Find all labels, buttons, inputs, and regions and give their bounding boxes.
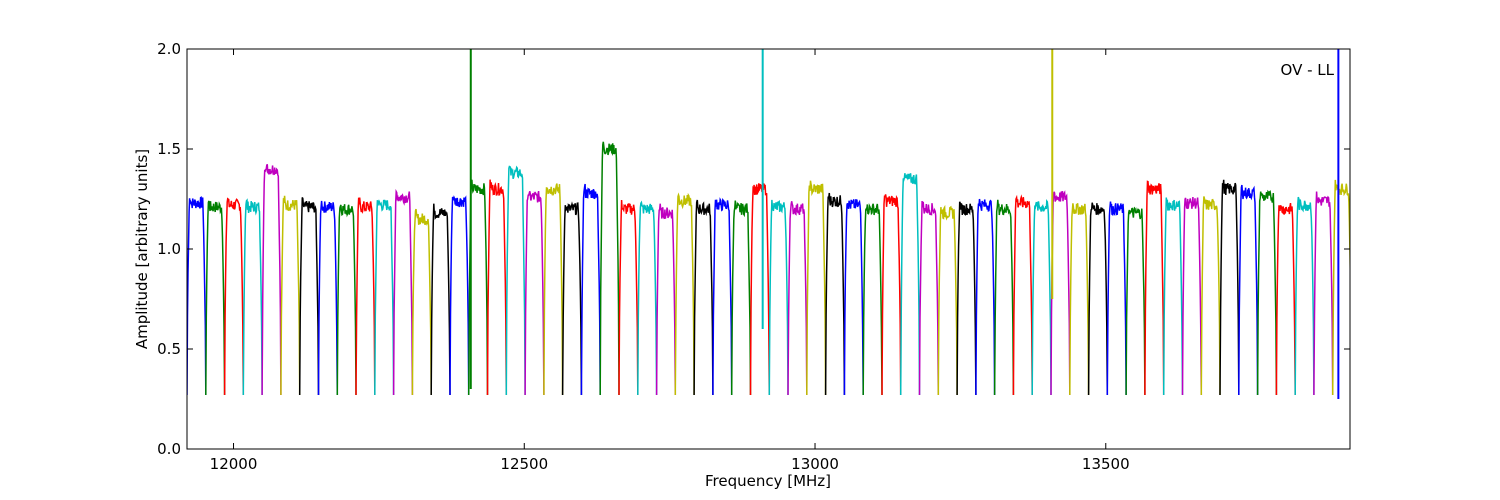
x-tick-label: 12500 xyxy=(500,455,548,473)
subband-trace xyxy=(430,203,451,396)
x-axis-label: Frequency [MHz] xyxy=(705,472,831,490)
subband-trace xyxy=(242,198,263,396)
subband-trace xyxy=(298,197,320,396)
subband-trace xyxy=(524,190,545,396)
subband-trace xyxy=(937,204,958,396)
subband-trace xyxy=(1125,206,1146,396)
y-tick-label: 1.0 xyxy=(157,240,181,258)
subband-trace xyxy=(1162,197,1184,396)
subband-trace xyxy=(1069,203,1090,396)
subband-trace xyxy=(674,192,695,396)
subband-trace xyxy=(392,188,414,396)
x-axis: 12000 12500 13000 13500 xyxy=(210,49,1130,473)
subband-trace xyxy=(467,179,489,396)
subband-trace xyxy=(1219,179,1240,396)
subband-trace xyxy=(899,173,921,396)
y-tick-label: 0.5 xyxy=(157,340,181,358)
y-axis-label: Amplitude [arbitrary units] xyxy=(133,149,151,349)
subband-trace xyxy=(881,194,902,396)
subband-trace xyxy=(1238,184,1259,396)
x-tick-label: 13500 xyxy=(1082,455,1130,473)
subband-trace xyxy=(561,201,583,396)
subband-trace xyxy=(1031,198,1052,396)
subband-trace xyxy=(1313,191,1334,396)
subband-trace xyxy=(1087,202,1109,396)
y-axis: 0.0 0.5 1.0 1.5 2.0 xyxy=(157,40,1350,458)
x-tick-label: 13000 xyxy=(791,455,839,473)
subband-trace xyxy=(956,201,977,396)
subband-trace xyxy=(975,198,996,396)
subband-trace xyxy=(637,200,658,396)
y-tick-label: 0.0 xyxy=(157,440,181,458)
subband-trace xyxy=(787,201,808,396)
x-tick-label: 12000 xyxy=(210,455,258,473)
y-tick-label: 1.5 xyxy=(157,140,181,158)
subband-trace xyxy=(1445,199,1464,395)
subband-trace xyxy=(862,203,883,396)
subband-trace xyxy=(280,195,301,396)
subband-trace xyxy=(1389,201,1408,395)
subband-trace xyxy=(1427,212,1446,395)
subband-trace xyxy=(1352,203,1371,395)
subband-trace xyxy=(205,200,226,396)
subband-trace xyxy=(449,195,470,396)
subband-trace xyxy=(1370,203,1389,395)
subband-trace xyxy=(1200,196,1221,396)
subband-trace xyxy=(1256,189,1278,396)
subband-trace xyxy=(843,199,864,396)
subband-trace xyxy=(918,200,940,396)
subband-trace xyxy=(1144,180,1165,396)
subband-trace xyxy=(1408,201,1427,395)
subband-trace xyxy=(1106,201,1127,396)
subband-trace xyxy=(223,197,245,396)
subband-trace xyxy=(187,196,207,396)
plot-annotation: OV - LL xyxy=(1281,61,1335,79)
subband-trace xyxy=(730,200,752,396)
subband-trace xyxy=(749,183,771,396)
subband-trace xyxy=(317,200,339,396)
subband-trace xyxy=(1294,196,1315,396)
subband-trace xyxy=(580,183,601,396)
subband-trace xyxy=(655,203,677,396)
subband-trace xyxy=(1181,196,1203,396)
subband-trace xyxy=(1050,190,1071,396)
subband-trace xyxy=(1012,194,1033,396)
subband-trace xyxy=(505,165,526,396)
subband-trace xyxy=(599,141,620,396)
subband-trace xyxy=(543,183,564,396)
subband-trace xyxy=(693,199,714,396)
subband-trace xyxy=(336,204,357,396)
subband-trace xyxy=(618,199,639,396)
spike-layer xyxy=(469,49,1340,399)
subband-trace xyxy=(1275,202,1296,396)
subband-trace xyxy=(261,163,282,396)
subband-trace xyxy=(355,197,376,396)
plot-frame xyxy=(186,48,1351,450)
subband-trace xyxy=(824,192,846,396)
y-tick-label: 2.0 xyxy=(157,40,181,58)
subband-trace xyxy=(1483,202,1500,396)
subband-trace xyxy=(993,199,1015,396)
subband-trace xyxy=(1331,179,1350,396)
subband-trace xyxy=(486,179,508,396)
subband-trace xyxy=(374,199,395,396)
subband-trace xyxy=(712,197,733,396)
subband-trace xyxy=(1464,189,1483,395)
series-layer xyxy=(187,141,1500,396)
subband-trace xyxy=(806,180,827,396)
subband-trace xyxy=(768,199,789,396)
subband-trace xyxy=(411,208,432,396)
